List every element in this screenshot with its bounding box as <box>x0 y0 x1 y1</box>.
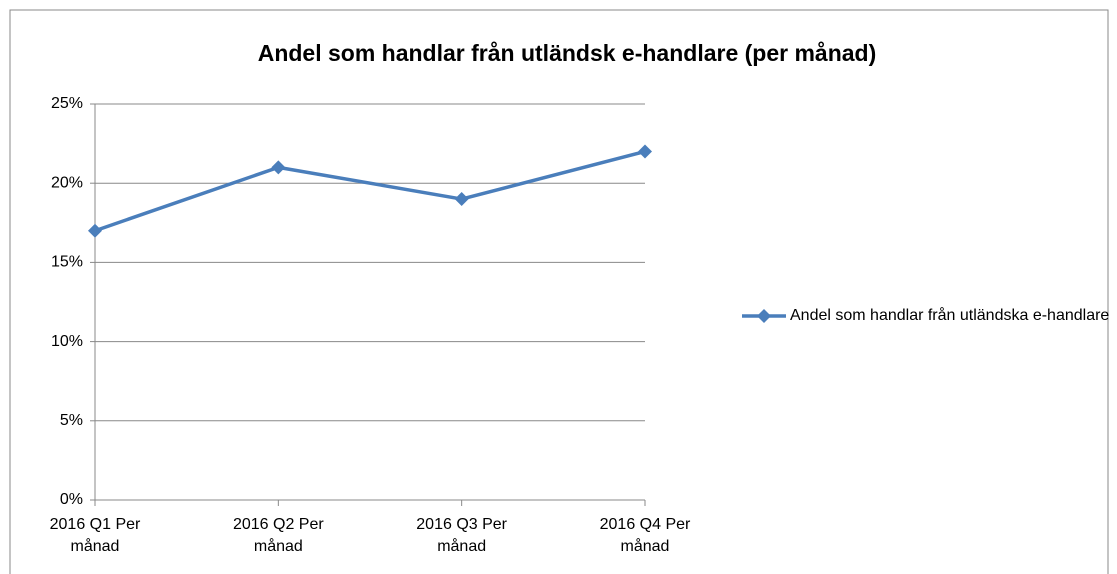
chart-title: Andel som handlar från utländsk e-handla… <box>258 40 877 66</box>
marker <box>88 223 102 238</box>
chart-border <box>9 9 1109 574</box>
x-tick-label: 2016 Q3 Per månad <box>416 516 508 555</box>
y-tick-label: 10% <box>51 333 83 350</box>
marker <box>454 192 469 207</box>
y-tick-label: 25% <box>51 95 83 112</box>
marker <box>271 160 286 175</box>
x-tick-label: 2016 Q4 Per månad <box>599 516 691 555</box>
y-tick-label: 15% <box>51 254 83 271</box>
legend-label: Andel som handlar från utländska e-handl… <box>790 307 1110 324</box>
x-tick-label: 2016 Q1 Per månad <box>49 516 141 555</box>
legend-marker <box>757 309 771 323</box>
line <box>94 149 646 233</box>
x-tick-label: 2016 Q2 Per månad <box>232 516 324 555</box>
y-tick-label: 5% <box>60 412 83 429</box>
y-tick-label: 20% <box>51 174 83 191</box>
marker <box>638 144 652 159</box>
y-tick-label: 0% <box>60 491 83 508</box>
